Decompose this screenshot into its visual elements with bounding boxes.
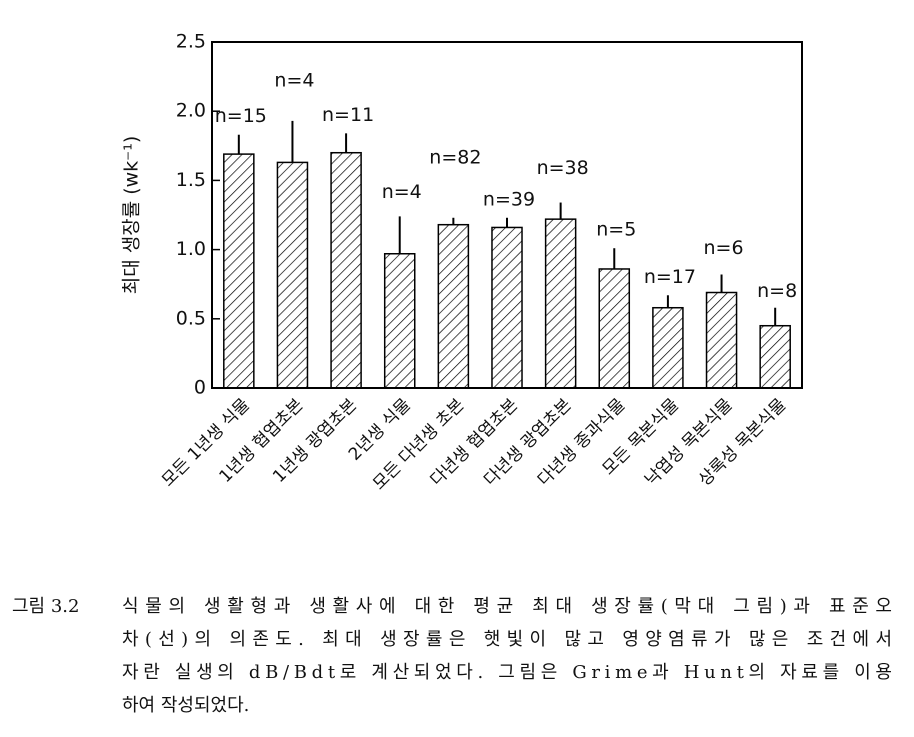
bar [544,218,577,389]
annotation: n=6 [704,237,744,259]
y-tick-label: 1.0 [176,238,206,260]
annotation: n=39 [483,188,535,210]
annotation: n=15 [215,105,267,127]
annotation: n=4 [382,181,422,203]
caption-line: 차(선)의 의존도. 최대 생장률은 햇빛이 많고 영양염류가 많은 조건에서 [122,629,892,650]
caption-line: 식물의 생활형과 생활사에 대한 평균 최대 생장률(막대 그림)과 표준오 [122,596,892,617]
annotation: n=5 [596,219,636,241]
bar [705,291,738,389]
bar [598,268,631,389]
bar [437,223,470,389]
y-tick-label: 0.5 [176,307,206,329]
y-tick-label: 1.5 [176,169,206,191]
bar [383,253,416,389]
annotation: n=11 [322,104,374,126]
annotation: n=17 [644,266,696,288]
y-tick-label: 2.0 [176,100,206,122]
y-tick-label: 2.5 [176,31,206,53]
x-tick-label: 모든 다년생 초본 [369,395,468,494]
bar [491,226,523,389]
y-tick-label: 0 [194,377,206,399]
caption-line: 하여 작성되었다. [122,695,249,716]
bar [759,324,791,389]
caption-label: 그림 3.2 [12,596,79,617]
caption-line: 자란 실생의 dB/Bdt로 계산되었다. 그림은 Grime과 Hunt의 자… [122,662,892,683]
annotation: n=38 [537,157,589,179]
annotation: n=82 [429,146,481,168]
annotation: n=4 [274,69,314,91]
y-axis-label: 최대 생장률 (wk⁻¹) [121,136,143,295]
bar [652,306,684,389]
bar [276,161,309,389]
annotation: n=8 [757,280,797,302]
bar [330,151,362,389]
bar [223,153,255,389]
